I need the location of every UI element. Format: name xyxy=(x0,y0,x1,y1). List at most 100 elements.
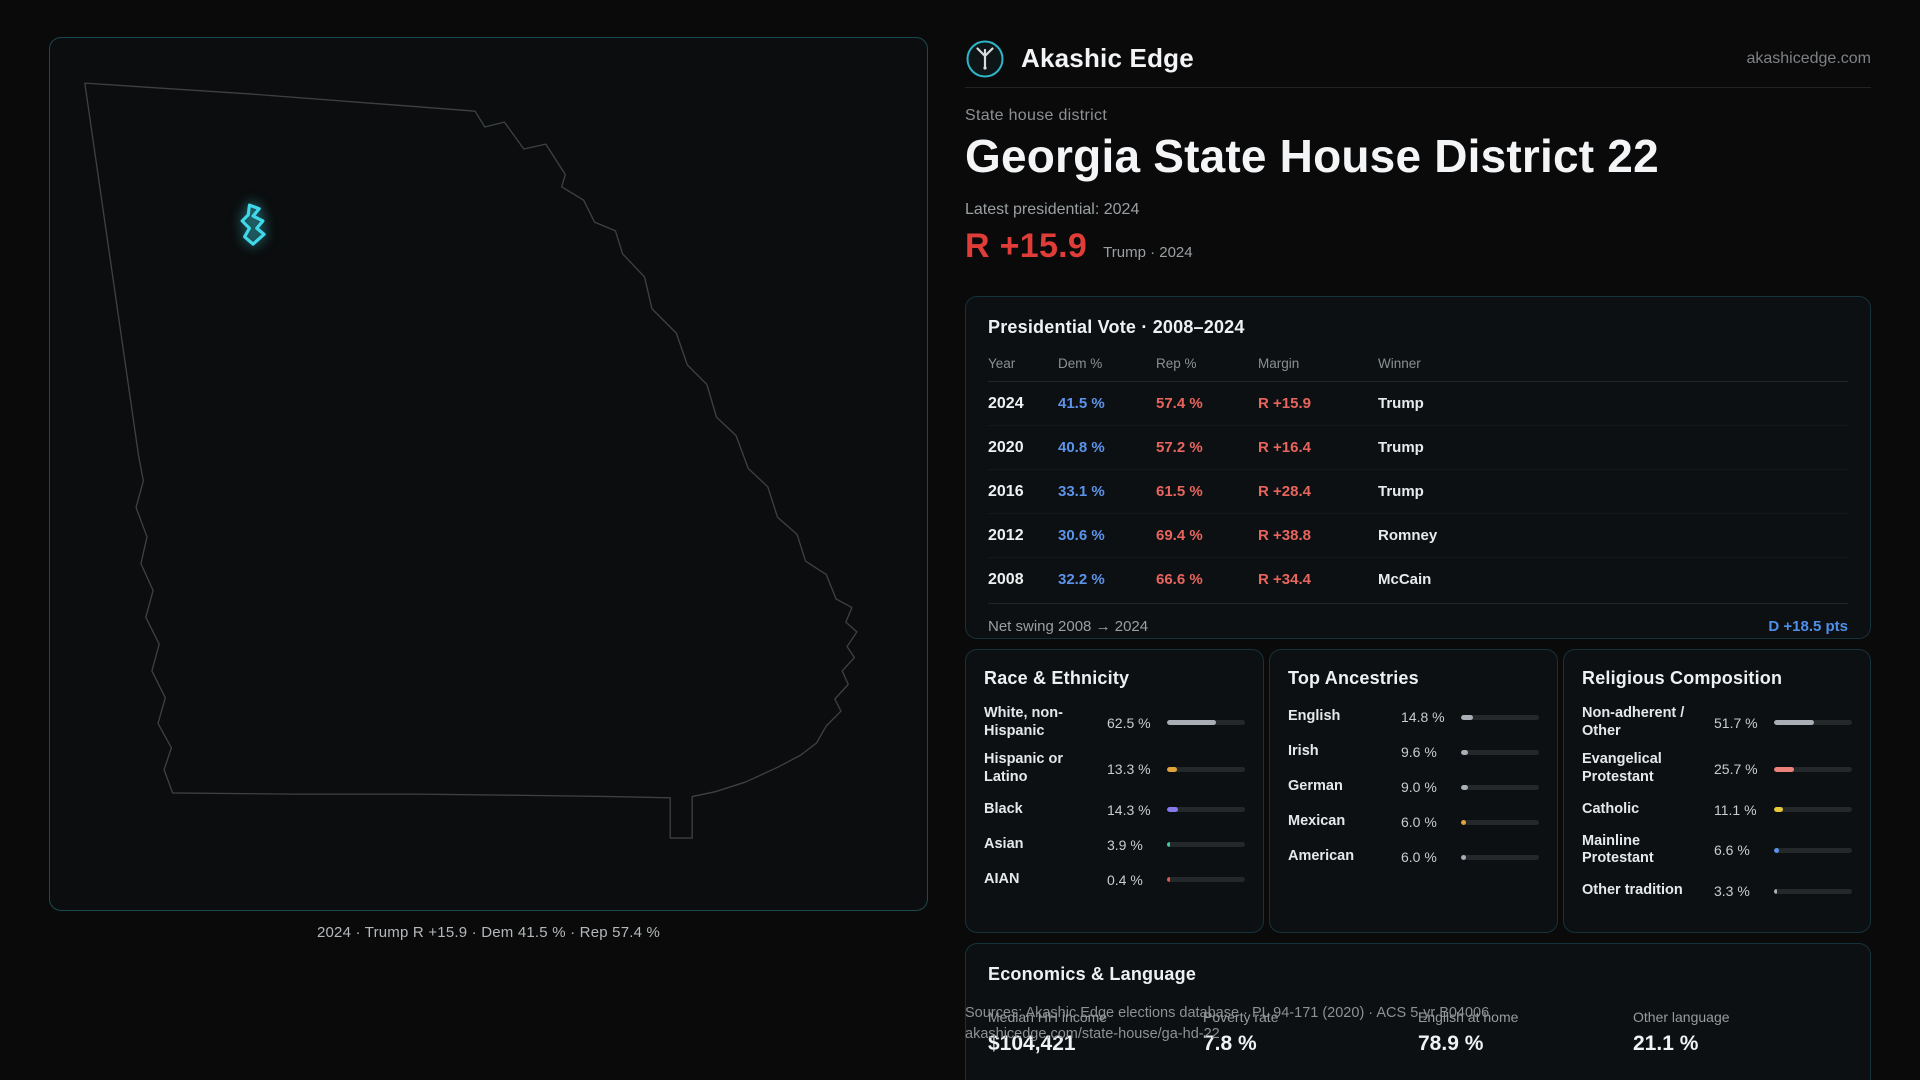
demographic-value: 9.0 % xyxy=(1401,779,1437,795)
demographic-label: Non-adherent / Other xyxy=(1582,705,1685,739)
stat-label: Poverty rate xyxy=(1203,1009,1279,1025)
dem-cell: 41.5 % xyxy=(1058,395,1105,412)
bar-track xyxy=(1774,766,1852,772)
stat-other-language: Other language 21.1 % xyxy=(1633,1009,1848,1056)
demographic-label: English xyxy=(1288,708,1341,725)
table-row: 2020 40.8 % 57.2 % R +16.4 Trump xyxy=(988,426,1848,470)
year-cell: 2020 xyxy=(988,438,1024,456)
winner-cell: Romney xyxy=(1378,527,1438,544)
stat-poverty-rate: Poverty rate 7.8 % xyxy=(1203,1009,1418,1056)
demographic-row: Black 14.3 % xyxy=(984,798,1245,822)
district-highlight[interactable] xyxy=(240,203,266,246)
dem-cell: 40.8 % xyxy=(1058,439,1105,456)
report-panel: Akashic Edge akashicedge.com State house… xyxy=(965,37,1871,1080)
permalink-line: akashicedge.com/state-house/ga-hd-22 xyxy=(965,1026,1220,1043)
demographic-value: 62.5 % xyxy=(1107,714,1151,731)
bar-fill xyxy=(1461,784,1469,790)
demographic-row: American 6.0 % xyxy=(1288,845,1539,869)
col-dem: Dem % xyxy=(1058,356,1103,371)
georgia-outline xyxy=(84,82,858,839)
bar-fill xyxy=(1167,807,1179,813)
dem-cell: 30.6 % xyxy=(1058,527,1105,544)
winner-cell: McCain xyxy=(1378,571,1432,588)
demographic-label: American xyxy=(1288,848,1355,865)
bar-fill xyxy=(1167,720,1216,726)
presidential-vote-card: Presidential Vote · 2008–2024 Year Dem %… xyxy=(965,296,1871,639)
demographic-row: AIAN 0.4 % xyxy=(984,868,1245,892)
demographic-row: White, non-Hispanic 62.5 % xyxy=(984,705,1245,740)
demographic-row: Irish 9.6 % xyxy=(1288,740,1539,764)
bar-track xyxy=(1774,847,1852,853)
demographic-value: 3.9 % xyxy=(1107,836,1143,853)
demographic-label: White, non-Hispanic xyxy=(984,705,1063,739)
col-winner: Winner xyxy=(1378,356,1421,371)
demographic-label: Irish xyxy=(1288,743,1319,760)
bar-fill xyxy=(1461,749,1469,755)
brand-logo-icon xyxy=(966,40,1004,78)
bar-track xyxy=(1461,854,1539,860)
demographics-row: Race & Ethnicity White, non-Hispanic 62.… xyxy=(965,649,1871,933)
header-bar: Akashic Edge akashicedge.com xyxy=(965,37,1871,88)
table-row: 2016 33.1 % 61.5 % R +28.4 Trump xyxy=(988,470,1848,514)
georgia-map xyxy=(84,82,858,839)
demographic-row: Catholic 11.1 % xyxy=(1582,798,1852,822)
bar-fill xyxy=(1774,807,1783,813)
bar-track xyxy=(1167,877,1245,883)
sources-line: Sources: Akashic Edge elections database… xyxy=(965,1005,1490,1021)
table-row: 2012 30.6 % 69.4 % R +38.8 Romney xyxy=(988,514,1848,558)
demographic-row: Non-adherent / Other 51.7 % xyxy=(1582,705,1852,740)
col-margin: Margin xyxy=(1258,356,1300,371)
rep-cell: 57.4 % xyxy=(1156,395,1203,412)
demographic-value: 51.7 % xyxy=(1714,714,1758,731)
demographic-label: German xyxy=(1288,778,1343,795)
bar-track xyxy=(1461,714,1539,720)
bar-track xyxy=(1774,807,1852,813)
religious-composition-title: Religious Composition xyxy=(1582,668,1783,688)
map-panel xyxy=(49,37,928,911)
net-swing-label: Net swing 2008 → 2024 xyxy=(988,618,1149,635)
latest-presidential-label: Latest presidential: 2024 xyxy=(965,201,1140,218)
rep-cell: 61.5 % xyxy=(1156,483,1203,500)
rep-cell: 69.4 % xyxy=(1156,527,1203,544)
table-row: 2008 32.2 % 66.6 % R +34.4 McCain xyxy=(988,558,1848,601)
margin-cell: R +34.4 xyxy=(1258,571,1311,588)
economics-title: Economics & Language xyxy=(988,964,1197,984)
demographic-label: Catholic xyxy=(1582,800,1640,817)
bar-fill xyxy=(1774,720,1815,726)
sources-footer: Sources: Akashic Edge elections database… xyxy=(965,1003,1489,1045)
bar-fill xyxy=(1167,766,1178,772)
demographic-label: Black xyxy=(984,800,1023,817)
demographic-row: Mainline Protestant 6.6 % xyxy=(1582,833,1852,868)
top-ancestries-title: Top Ancestries xyxy=(1288,668,1419,688)
stat-label: English at home xyxy=(1418,1009,1519,1025)
demographic-value: 6.6 % xyxy=(1714,842,1750,859)
economics-language-card: Economics & Language Median HH income $1… xyxy=(965,943,1871,1080)
economics-stats: Median HH income $104,421 Poverty rate 7… xyxy=(988,1009,1848,1056)
demographic-label: Other tradition xyxy=(1582,882,1683,899)
stat-median-income: Median HH income $104,421 xyxy=(988,1009,1203,1056)
map-caption: 2024 · Trump R +15.9 · Dem 41.5 % · Rep … xyxy=(316,924,661,941)
stat-value: 78.9 % xyxy=(1418,1032,1484,1055)
stat-label: Other language xyxy=(1633,1009,1730,1025)
demographic-label: AIAN xyxy=(984,870,1020,887)
winner-cell: Trump xyxy=(1378,439,1424,456)
net-swing-row: Net swing 2008 → 2024 D +18.5 pts xyxy=(988,603,1848,635)
table-row: 2024 41.5 % 57.4 % R +15.9 Trump xyxy=(988,382,1848,426)
bar-fill xyxy=(1167,877,1170,883)
race-ethnicity-title: Race & Ethnicity xyxy=(984,668,1130,688)
stat-label: Median HH income xyxy=(988,1009,1108,1025)
rep-cell: 66.6 % xyxy=(1156,571,1203,588)
presidential-card-title: Presidential Vote · 2008–2024 xyxy=(988,317,1245,337)
col-year: Year xyxy=(988,356,1016,371)
demographic-label: Hispanic or Latino xyxy=(984,751,1063,786)
margin-headline: R +15.9 xyxy=(965,227,1088,265)
demographic-value: 14.8 % xyxy=(1401,709,1445,725)
winner-cell: Trump xyxy=(1378,395,1424,412)
winner-cell: Trump xyxy=(1378,483,1424,500)
bar-track xyxy=(1461,784,1539,790)
presidential-table: Year Dem % Rep % Margin Winner 2024 41.5… xyxy=(988,350,1848,601)
bar-track xyxy=(1774,888,1852,894)
margin-cell: R +38.8 xyxy=(1258,527,1311,544)
bar-fill xyxy=(1461,854,1466,860)
